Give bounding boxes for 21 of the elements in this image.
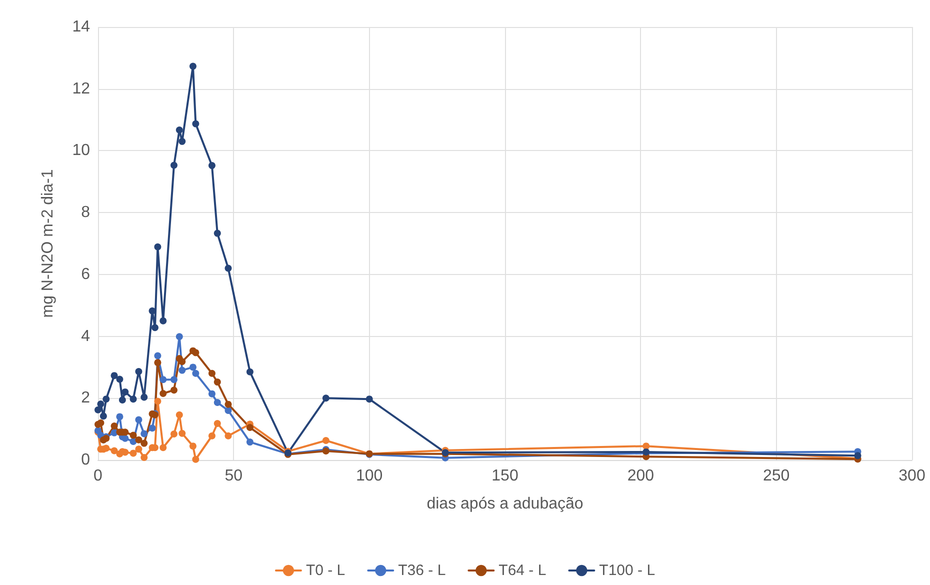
legend-label: T64 - L	[498, 562, 546, 579]
x-tick-label: 0	[94, 468, 103, 484]
y-tick-label: 14	[72, 18, 90, 36]
x-tick-label: 50	[224, 468, 243, 484]
y-tick-label: 4	[81, 328, 90, 345]
y-axis-title: mg N-N2O m-2 dia-1	[40, 169, 56, 318]
x-axis-title: dias após a adubação	[426, 496, 584, 512]
x-tick-label: 200	[627, 468, 654, 484]
y-tick-label: 8	[81, 204, 90, 222]
y-tick-label: 10	[72, 142, 90, 160]
y-tick-label: 2	[81, 390, 90, 407]
x-tick-label: 100	[356, 468, 383, 484]
legend-label: T36 - L	[398, 562, 446, 579]
x-tick-label: 300	[898, 468, 926, 484]
y-tick-label: 12	[72, 80, 90, 98]
legend-label: T100 - L	[599, 562, 656, 579]
x-tick-label: 150	[492, 468, 518, 484]
legend-label: T0 - L	[306, 562, 346, 579]
x-tick-label: 250	[762, 468, 790, 484]
y-tick-label: 6	[81, 266, 90, 283]
y-tick-label: 0	[81, 452, 90, 468]
